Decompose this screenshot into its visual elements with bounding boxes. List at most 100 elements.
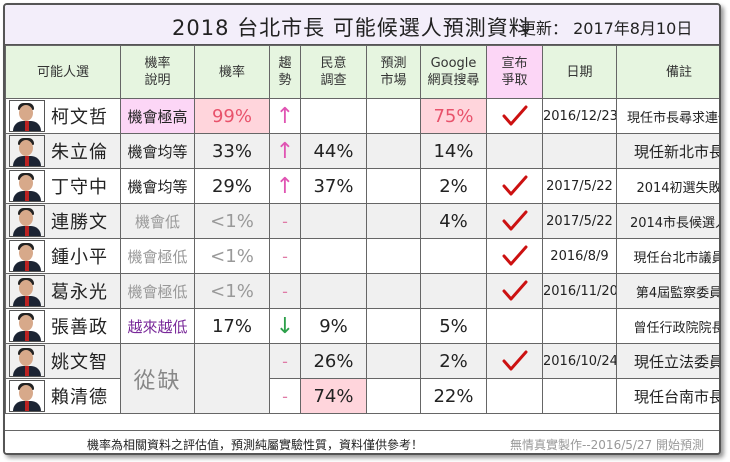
rate-cell <box>194 343 270 414</box>
rate-cell: <1% <box>194 238 270 274</box>
announce-cell <box>486 378 543 414</box>
candidate-name: 丁守中 <box>51 177 108 198</box>
table-row: 鍾小平 機會極低 <1% - 2016/8/9 現任台北市議員 <box>5 238 719 274</box>
announce-cell <box>486 343 543 379</box>
poll-cell <box>300 273 367 309</box>
avatar <box>9 345 45 377</box>
date-cell <box>542 308 617 344</box>
poll-cell: 26% <box>300 343 367 379</box>
market-cell <box>366 238 421 274</box>
check-icon <box>502 175 527 196</box>
col-google: Google 網頁搜尋 <box>420 45 487 99</box>
market-cell <box>366 343 421 379</box>
announce-cell <box>486 98 543 134</box>
avatar <box>9 380 45 412</box>
table-row: 朱立倫 機會均等 33% ↑ 44% 14% 現任新北市長 <box>5 133 719 169</box>
poll-cell: 74% <box>300 378 367 414</box>
date-cell: 2016/11/20 <box>542 273 617 309</box>
trend-cell: - <box>269 273 301 309</box>
page-title: 2018 台北市長 可能候選人預測資料 <box>172 16 531 40</box>
candidate-cell: 連勝文 <box>5 203 121 239</box>
poll-cell: 44% <box>300 133 367 169</box>
check-icon <box>502 280 527 301</box>
note-cell: 現任台南市長 <box>616 378 719 414</box>
market-cell <box>366 133 421 169</box>
market-cell <box>366 98 421 134</box>
announce-cell <box>486 168 543 204</box>
candidate-name: 張善政 <box>51 317 108 338</box>
date-cell <box>542 378 617 414</box>
rate-cell: 17% <box>194 308 270 344</box>
avatar <box>9 275 45 307</box>
google-cell: 5% <box>420 308 487 344</box>
note-cell: 曾任行政院院長 <box>616 308 719 344</box>
poll-cell <box>300 203 367 239</box>
table-row: 連勝文 機會低 <1% - 4% 2017/5/22 2014市長候選人 <box>5 203 719 239</box>
candidate-name: 姚文智 <box>51 352 108 373</box>
table-row: 賴清德 -74% 22% 現任台南市長 <box>5 378 719 414</box>
note-cell: 2014市長候選人 <box>616 203 719 239</box>
candidate-cell: 賴清德 <box>5 378 121 414</box>
note-cell: 現任新北市長 <box>616 133 719 169</box>
date-cell: 2016/8/9 <box>542 238 617 274</box>
market-cell <box>366 273 421 309</box>
trend-cell: ↑ <box>269 98 301 134</box>
announce-cell <box>486 238 543 274</box>
note-cell: 2014初選失敗 <box>616 168 719 204</box>
google-cell: 22% <box>420 378 487 414</box>
col-market: 預測 市場 <box>366 45 421 99</box>
check-icon <box>502 210 527 231</box>
col-date: 日期 <box>542 45 617 99</box>
col-announce: 宣布 爭取 <box>486 45 543 99</box>
candidate-cell: 朱立倫 <box>5 133 121 169</box>
candidate-name: 賴清德 <box>51 387 108 408</box>
title-bar: 2018 台北市長 可能候選人預測資料 更新： 2017年8月10日 <box>5 5 719 45</box>
note-cell: 現任市長尋求連任 <box>616 98 719 134</box>
google-cell: 14% <box>420 133 487 169</box>
note-cell: 第4屆監察委員 <box>616 273 719 309</box>
check-icon <box>502 245 527 266</box>
avatar <box>9 135 45 167</box>
poll-cell: 37% <box>300 168 367 204</box>
candidate-name: 葛永光 <box>51 282 108 303</box>
rate-cell: <1% <box>194 203 270 239</box>
google-cell <box>420 273 487 309</box>
google-cell: 4% <box>420 203 487 239</box>
check-icon <box>502 105 527 126</box>
trend-cell: - <box>269 203 301 239</box>
date-cell: 2017/5/22 <box>542 203 617 239</box>
announce-cell <box>486 203 543 239</box>
rate-cell: <1% <box>194 273 270 309</box>
market-cell <box>366 308 421 344</box>
trend-cell: - <box>269 343 301 379</box>
note-cell: 現任台北市議員 <box>616 238 719 274</box>
candidate-name: 連勝文 <box>51 212 108 233</box>
rate-desc-cell: 越來越低 <box>120 308 195 344</box>
rate-desc-cell: 機會極低 <box>120 238 195 274</box>
avatar <box>9 100 45 132</box>
market-cell <box>366 378 421 414</box>
trend-cell: ↑ <box>269 168 301 204</box>
col-desc: 機率 說明 <box>120 45 195 99</box>
google-cell: 75% <box>420 98 487 134</box>
col-rate: 機率 <box>194 45 270 99</box>
announce-cell <box>486 133 543 169</box>
footer-disclaimer: 機率為相關資料之評估值，預測純屬實驗性質，資料僅供參考！ <box>87 438 424 452</box>
candidate-cell: 柯文哲 <box>5 98 121 134</box>
avatar <box>9 170 45 202</box>
candidate-name: 朱立倫 <box>51 142 108 163</box>
candidate-cell: 丁守中 <box>5 168 121 204</box>
date-cell <box>542 133 617 169</box>
trend-cell: - <box>269 378 301 414</box>
rate-desc-cell: 機會均等 <box>120 168 195 204</box>
candidate-cell: 葛永光 <box>5 273 121 309</box>
google-cell: 2% <box>420 343 487 379</box>
table-row: 柯文哲 機會極高 99% ↑ 75% 2016/12/23 現任市長尋求連任 <box>5 98 719 134</box>
rate-cell: 33% <box>194 133 270 169</box>
rate-desc-cell: 機會極高 <box>120 98 195 134</box>
announce-cell <box>486 273 543 309</box>
date-cell: 2016/12/23 <box>542 98 617 134</box>
col-note: 備註 <box>616 45 719 99</box>
candidate-name: 鍾小平 <box>51 247 108 268</box>
avatar <box>9 205 45 237</box>
